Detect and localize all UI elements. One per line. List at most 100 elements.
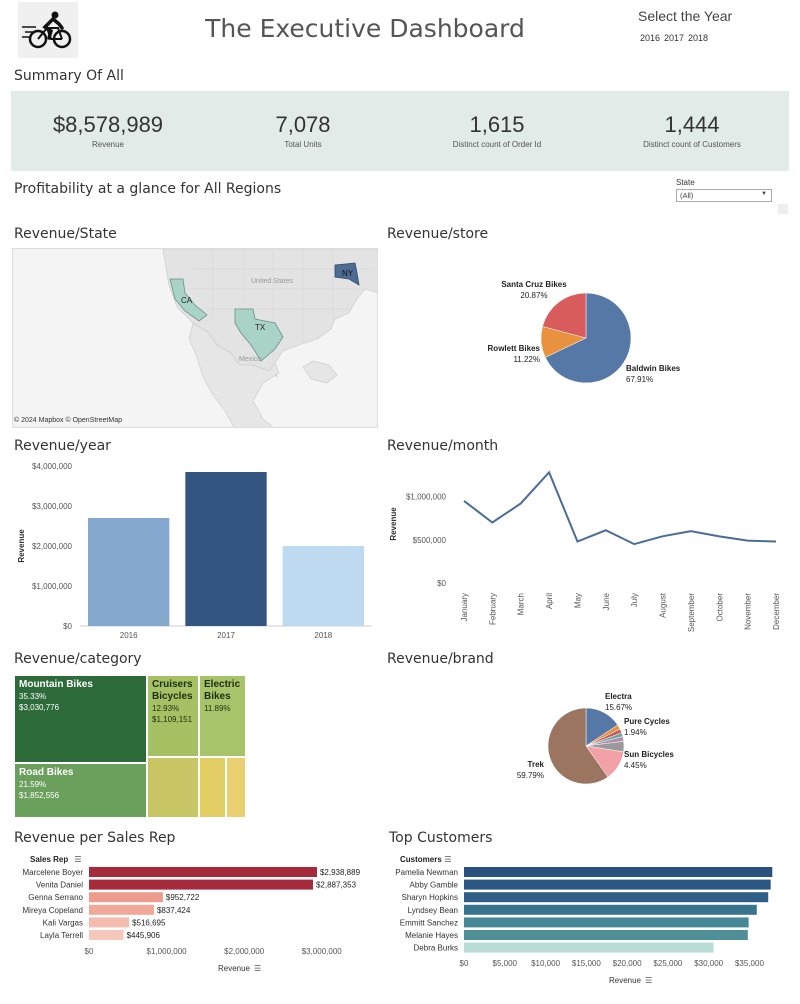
- bar[interactable]: [464, 879, 771, 890]
- series-line[interactable]: [463, 470, 777, 546]
- x-tick-label: November: [744, 593, 753, 630]
- x-tick-label: January: [460, 593, 469, 621]
- pie-value-label: 11.22%: [513, 355, 540, 364]
- revenue-state-map[interactable]: CA TX NY United States Mexico: [12, 248, 378, 428]
- year-option-2018[interactable]: 2018: [688, 33, 709, 43]
- map-title: Revenue/State: [14, 226, 117, 242]
- y-tick-label: $0: [63, 622, 72, 631]
- map-label-ca: CA: [181, 296, 193, 305]
- x-tick-label: $2,000,000: [224, 947, 265, 956]
- treemap-value: $3,030,776: [19, 703, 60, 712]
- pie-label: Trek: [528, 760, 545, 769]
- kpi-band: [11, 91, 789, 171]
- y-tick-label: $500,000: [413, 536, 447, 545]
- y-tick-label: $4,000,000: [32, 462, 73, 471]
- bar[interactable]: [89, 867, 317, 877]
- state-filter-value: (All): [680, 191, 694, 200]
- year-option-2016[interactable]: 2016: [640, 33, 661, 43]
- store-pie-chart: Baldwin Bikes 67.91% Rowlett Bikes 11.22% Sa…: [488, 280, 681, 384]
- bar[interactable]: [282, 546, 364, 626]
- sales-rep-title: Revenue per Sales Rep: [14, 830, 176, 846]
- x-tick-label: $20,000: [613, 959, 642, 968]
- map-label-ny: NY: [342, 269, 354, 278]
- x-axis-label: Revenue: [218, 964, 251, 973]
- x-tick-label: May: [573, 593, 582, 608]
- pie-value-label: 15.67%: [605, 703, 632, 712]
- sort-icon[interactable]: ☰: [645, 976, 652, 985]
- x-tick-label: $0: [460, 959, 469, 968]
- treemap-cell[interactable]: [226, 757, 246, 818]
- x-tick-label: $10,000: [531, 959, 560, 968]
- state-tx[interactable]: [234, 308, 284, 362]
- treemap-pct: 12.93%: [152, 704, 180, 713]
- row-label: Abby Gamble: [410, 881, 459, 890]
- bar[interactable]: [464, 917, 749, 928]
- logo: [18, 2, 78, 58]
- year-title: Revenue/year: [14, 438, 111, 454]
- row-label: Debra Burks: [414, 944, 458, 953]
- pie-label: Electra: [605, 692, 632, 701]
- category-header[interactable]: Customers: [400, 855, 442, 864]
- state-filter-select[interactable]: (All) ▼: [676, 189, 772, 202]
- x-tick-label: $30,000: [694, 959, 723, 968]
- treemap-mountain-bikes[interactable]: Mountain Bikes 35.33% $3,030,776: [14, 675, 147, 763]
- kpi-total-units: 7,078 Total Units: [208, 112, 398, 149]
- y-tick-label: $3,000,000: [32, 502, 73, 511]
- bar[interactable]: [89, 879, 313, 890]
- row-label: Genna Serrano: [28, 893, 83, 902]
- kpi-value: $8,578,989: [52, 112, 164, 137]
- pie-slice[interactable]: [545, 292, 632, 384]
- bar[interactable]: [89, 904, 154, 915]
- bar[interactable]: [89, 917, 130, 928]
- treemap-road-bikes[interactable]: Road Bikes 21.59% $1,852,556: [14, 763, 147, 818]
- scrollbar[interactable]: [778, 204, 788, 214]
- row-label: Pamelia Newman: [395, 868, 458, 877]
- bar[interactable]: [89, 892, 163, 903]
- pie-slice[interactable]: [542, 292, 587, 339]
- bar[interactable]: [89, 930, 124, 940]
- kpi-customers: 1,444 Distinct count of Customers: [597, 112, 787, 149]
- treemap-pct: 21.59%: [19, 780, 47, 789]
- pie-value-label: 59.79%: [517, 771, 544, 780]
- profitability-title: Profitability at a glance for All Region…: [14, 181, 282, 197]
- sort-icon[interactable]: ☰: [444, 855, 451, 864]
- sort-icon[interactable]: ☰: [254, 964, 261, 973]
- bar[interactable]: [185, 472, 267, 626]
- y-axis-label: Revenue: [389, 507, 398, 541]
- year-option-2017[interactable]: 2017: [664, 33, 685, 43]
- bar[interactable]: [464, 904, 757, 915]
- state-ca[interactable]: [169, 278, 208, 322]
- category-header[interactable]: Sales Rep: [30, 855, 68, 864]
- bar[interactable]: [88, 518, 170, 626]
- bar[interactable]: [464, 867, 773, 877]
- map-label-tx: TX: [255, 323, 266, 332]
- category-title: Revenue/category: [14, 651, 142, 667]
- state-filter-label: State: [676, 178, 695, 187]
- x-tick-label: December: [772, 593, 781, 630]
- treemap-label: Cruisers Bicycles: [152, 679, 193, 702]
- x-tick-label: 2017: [217, 631, 235, 640]
- x-tick-label: April: [545, 593, 554, 609]
- state-ny[interactable]: [334, 262, 360, 286]
- row-label: Sharyn Hopkins: [402, 893, 458, 902]
- row-label: Lyndsey Bean: [408, 906, 458, 915]
- pie-slice[interactable]: [547, 707, 609, 785]
- summary-title: Summary Of All: [14, 68, 124, 84]
- y-tick-label: $0: [437, 579, 446, 588]
- bar[interactable]: [464, 930, 748, 940]
- sort-icon[interactable]: ☰: [74, 855, 81, 864]
- treemap-electric[interactable]: Electric Bikes 11.89%: [199, 675, 246, 757]
- pie-label: Baldwin Bikes: [626, 364, 681, 373]
- x-tick-label: June: [602, 592, 611, 610]
- treemap-cell[interactable]: [147, 757, 199, 818]
- x-tick-label: August: [659, 592, 668, 618]
- brand-pie-chart: Electra 15.67% Pure Cycles 1.94% Sun Bicycle…: [517, 692, 674, 785]
- map-label-us: United States: [251, 278, 294, 285]
- brand-title: Revenue/brand: [387, 651, 494, 667]
- x-tick-label: $5,000: [493, 959, 518, 968]
- bar[interactable]: [464, 942, 714, 953]
- treemap-cell[interactable]: [199, 757, 226, 818]
- bar[interactable]: [464, 892, 769, 903]
- treemap-cruisers[interactable]: Cruisers Bicycles 12.93% $1,109,151: [147, 675, 199, 757]
